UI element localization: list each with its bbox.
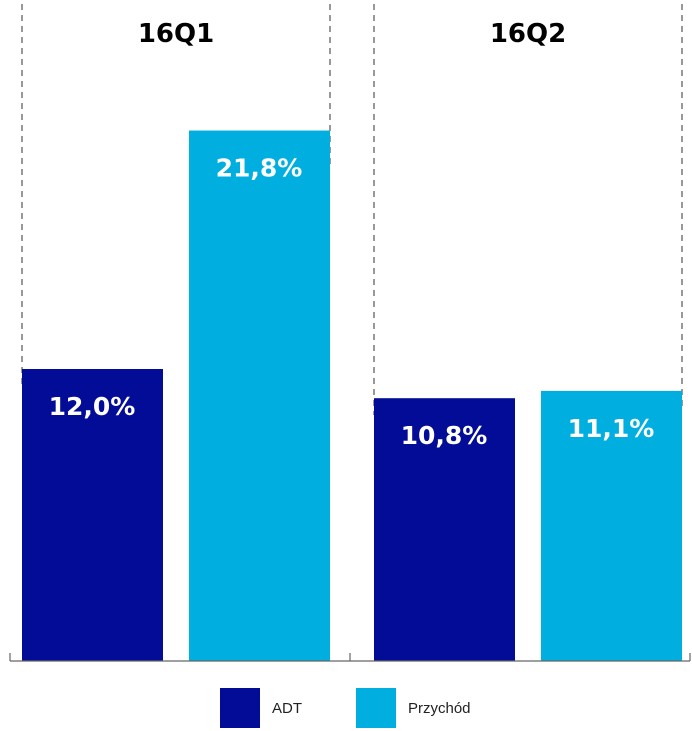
- bar-label-adt-16q1: 12,0%: [49, 392, 136, 421]
- bar-label-przychod-16q2: 11,1%: [568, 414, 655, 443]
- legend-label-przychod: Przychód: [408, 699, 471, 717]
- bar-przychod-16q1: [189, 130, 330, 662]
- group-title-16q1: 16Q1: [138, 19, 214, 49]
- group-title-16q2: 16Q2: [490, 19, 566, 49]
- bar-label-przychod-16q1: 21,8%: [216, 154, 303, 183]
- bar-adt-16q1: [22, 369, 163, 661]
- legend-swatch-przychod: [356, 688, 396, 728]
- bar-label-adt-16q2: 10,8%: [401, 421, 488, 450]
- bar-przychod-16q2: [541, 390, 682, 661]
- bar-chart: 16Q1 16Q2 12,0% 21,8% 10,8% 11,1%: [9, 4, 691, 662]
- legend-item-przychod: Przychód: [356, 688, 471, 728]
- legend-label-adt: ADT: [272, 699, 302, 717]
- bar-adt-16q2: [374, 398, 515, 661]
- legend-swatch-adt: [220, 688, 260, 728]
- legend-item-adt: ADT: [220, 688, 302, 728]
- legend: ADT Przychód: [0, 688, 692, 728]
